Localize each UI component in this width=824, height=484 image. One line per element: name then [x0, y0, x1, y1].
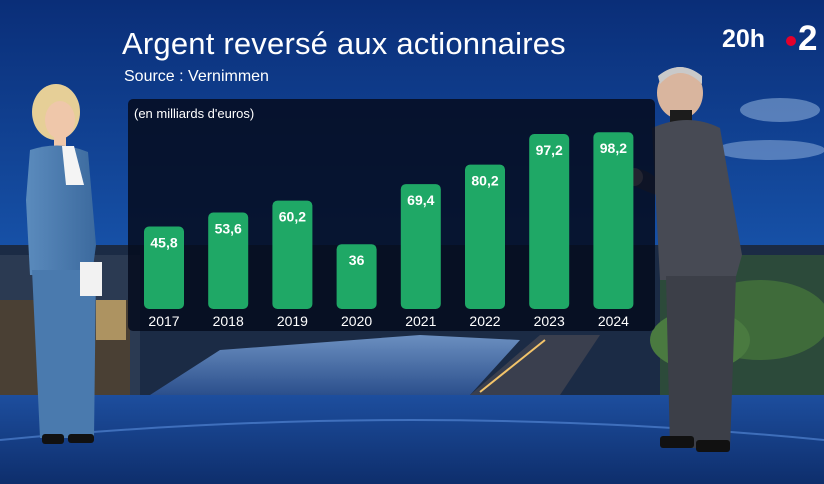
category-label-2020: 2020 — [341, 313, 372, 329]
category-label-2021: 2021 — [405, 313, 436, 329]
value-label-2017: 45,8 — [150, 235, 177, 251]
bar-2024 — [593, 132, 634, 309]
source-caption: Source : Vernimmen — [124, 68, 269, 85]
bar-2022 — [465, 164, 505, 309]
unit-note: (en milliards d'euros) — [134, 106, 255, 121]
category-label-2023: 2023 — [534, 313, 565, 329]
category-label-2019: 2019 — [277, 313, 308, 329]
value-label-2019: 60,2 — [279, 209, 306, 225]
bar-chart: 45,8 2017 53,6 2018 60,2 2019 36 2020 69,4 2021 80… — [144, 132, 634, 329]
value-label-2024: 98,2 — [600, 140, 627, 156]
logo-dot-icon — [786, 36, 796, 46]
category-label-2024: 2024 — [598, 313, 629, 329]
category-label-2017: 2017 — [148, 313, 179, 329]
value-label-2023: 97,2 — [536, 142, 563, 158]
value-label-2020: 36 — [349, 252, 365, 268]
category-label-2018: 2018 — [213, 313, 244, 329]
chart-title: Argent reversé aux actionnaires — [122, 26, 566, 61]
bar-2020 — [336, 244, 377, 309]
value-label-2018: 53,6 — [215, 221, 242, 237]
category-label-2022: 2022 — [469, 313, 500, 329]
bar-2021 — [400, 184, 441, 309]
bar-2018 — [208, 212, 249, 309]
logo-number: 2 — [798, 19, 818, 58]
value-label-2021: 69,4 — [407, 192, 434, 208]
presenter-right — [625, 67, 742, 452]
bar-2017 — [144, 226, 184, 309]
bar-2023 — [529, 134, 570, 309]
bar-2019 — [272, 200, 313, 309]
value-label-2022: 80,2 — [471, 173, 498, 189]
logo-text: 20h — [722, 25, 766, 53]
presenter-left — [26, 84, 102, 444]
